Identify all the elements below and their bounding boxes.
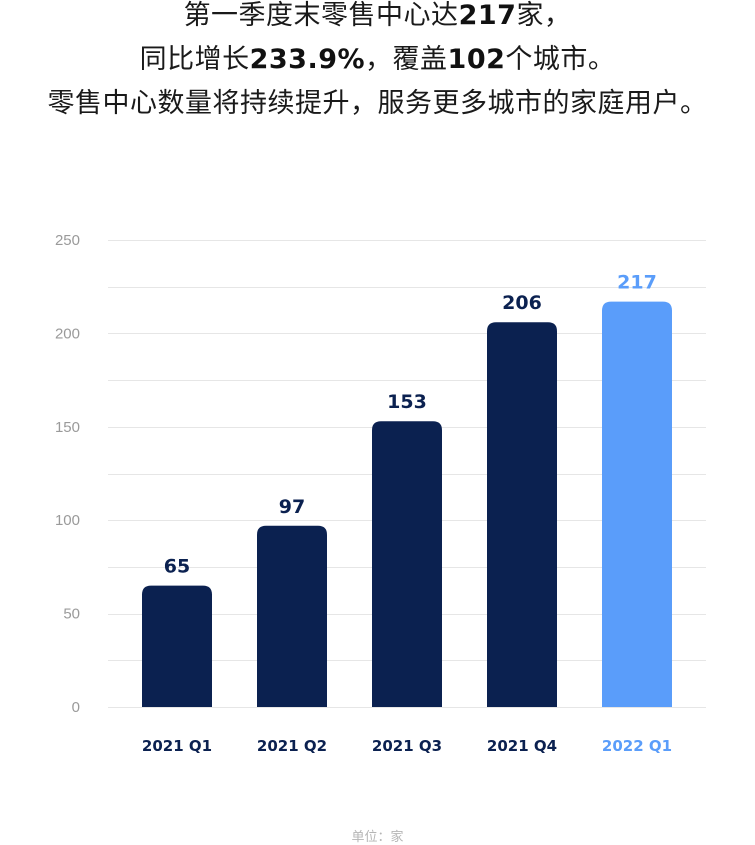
- bar: [487, 322, 557, 707]
- x-category-label: 2021 Q4: [487, 737, 557, 755]
- headline: 第一季度末零售中心达217家， 同比增长233.9%，覆盖102个城市。 零售中…: [0, 0, 755, 126]
- x-category-label: 2021 Q3: [372, 737, 442, 755]
- headline-number: 217: [458, 0, 517, 31]
- bar: [602, 301, 672, 707]
- headline-text: ，覆盖: [365, 44, 448, 75]
- y-tick-label: 0: [72, 699, 80, 716]
- headline-line-2: 同比增长233.9%，覆盖102个城市。: [0, 38, 755, 82]
- bar-value-label: 217: [617, 272, 657, 294]
- x-category-label: 2021 Q2: [257, 737, 327, 755]
- headline-line-3: 零售中心数量将持续提升，服务更多城市的家庭用户。: [47, 88, 708, 119]
- bar-value-label: 153: [387, 391, 427, 413]
- y-tick-label: 100: [55, 512, 80, 529]
- x-category-label: 2022 Q1: [602, 737, 672, 755]
- unit-label: 单位：家: [351, 830, 404, 845]
- headline-number: 102: [447, 44, 506, 75]
- headline-number: 233.9%: [249, 44, 366, 75]
- bar: [372, 421, 442, 707]
- bar-value-label: 65: [164, 556, 190, 578]
- headline-text: 第一季度末零售中心达: [183, 0, 459, 31]
- bar-value-label: 206: [502, 292, 542, 314]
- headline-text: 同比增长: [139, 44, 250, 75]
- headline-line-1: 第一季度末零售中心达217家，: [0, 0, 755, 38]
- y-tick-label: 50: [63, 606, 80, 623]
- y-tick-label: 150: [55, 419, 80, 436]
- headline-text: 家，: [516, 0, 572, 31]
- bar: [142, 585, 212, 707]
- bar-value-label: 97: [279, 496, 305, 518]
- x-category-label: 2021 Q1: [142, 737, 212, 755]
- y-tick-label: 200: [55, 325, 80, 342]
- y-tick-label: 250: [55, 232, 80, 249]
- headline-text: 个城市。: [505, 44, 616, 75]
- bar: [257, 525, 327, 707]
